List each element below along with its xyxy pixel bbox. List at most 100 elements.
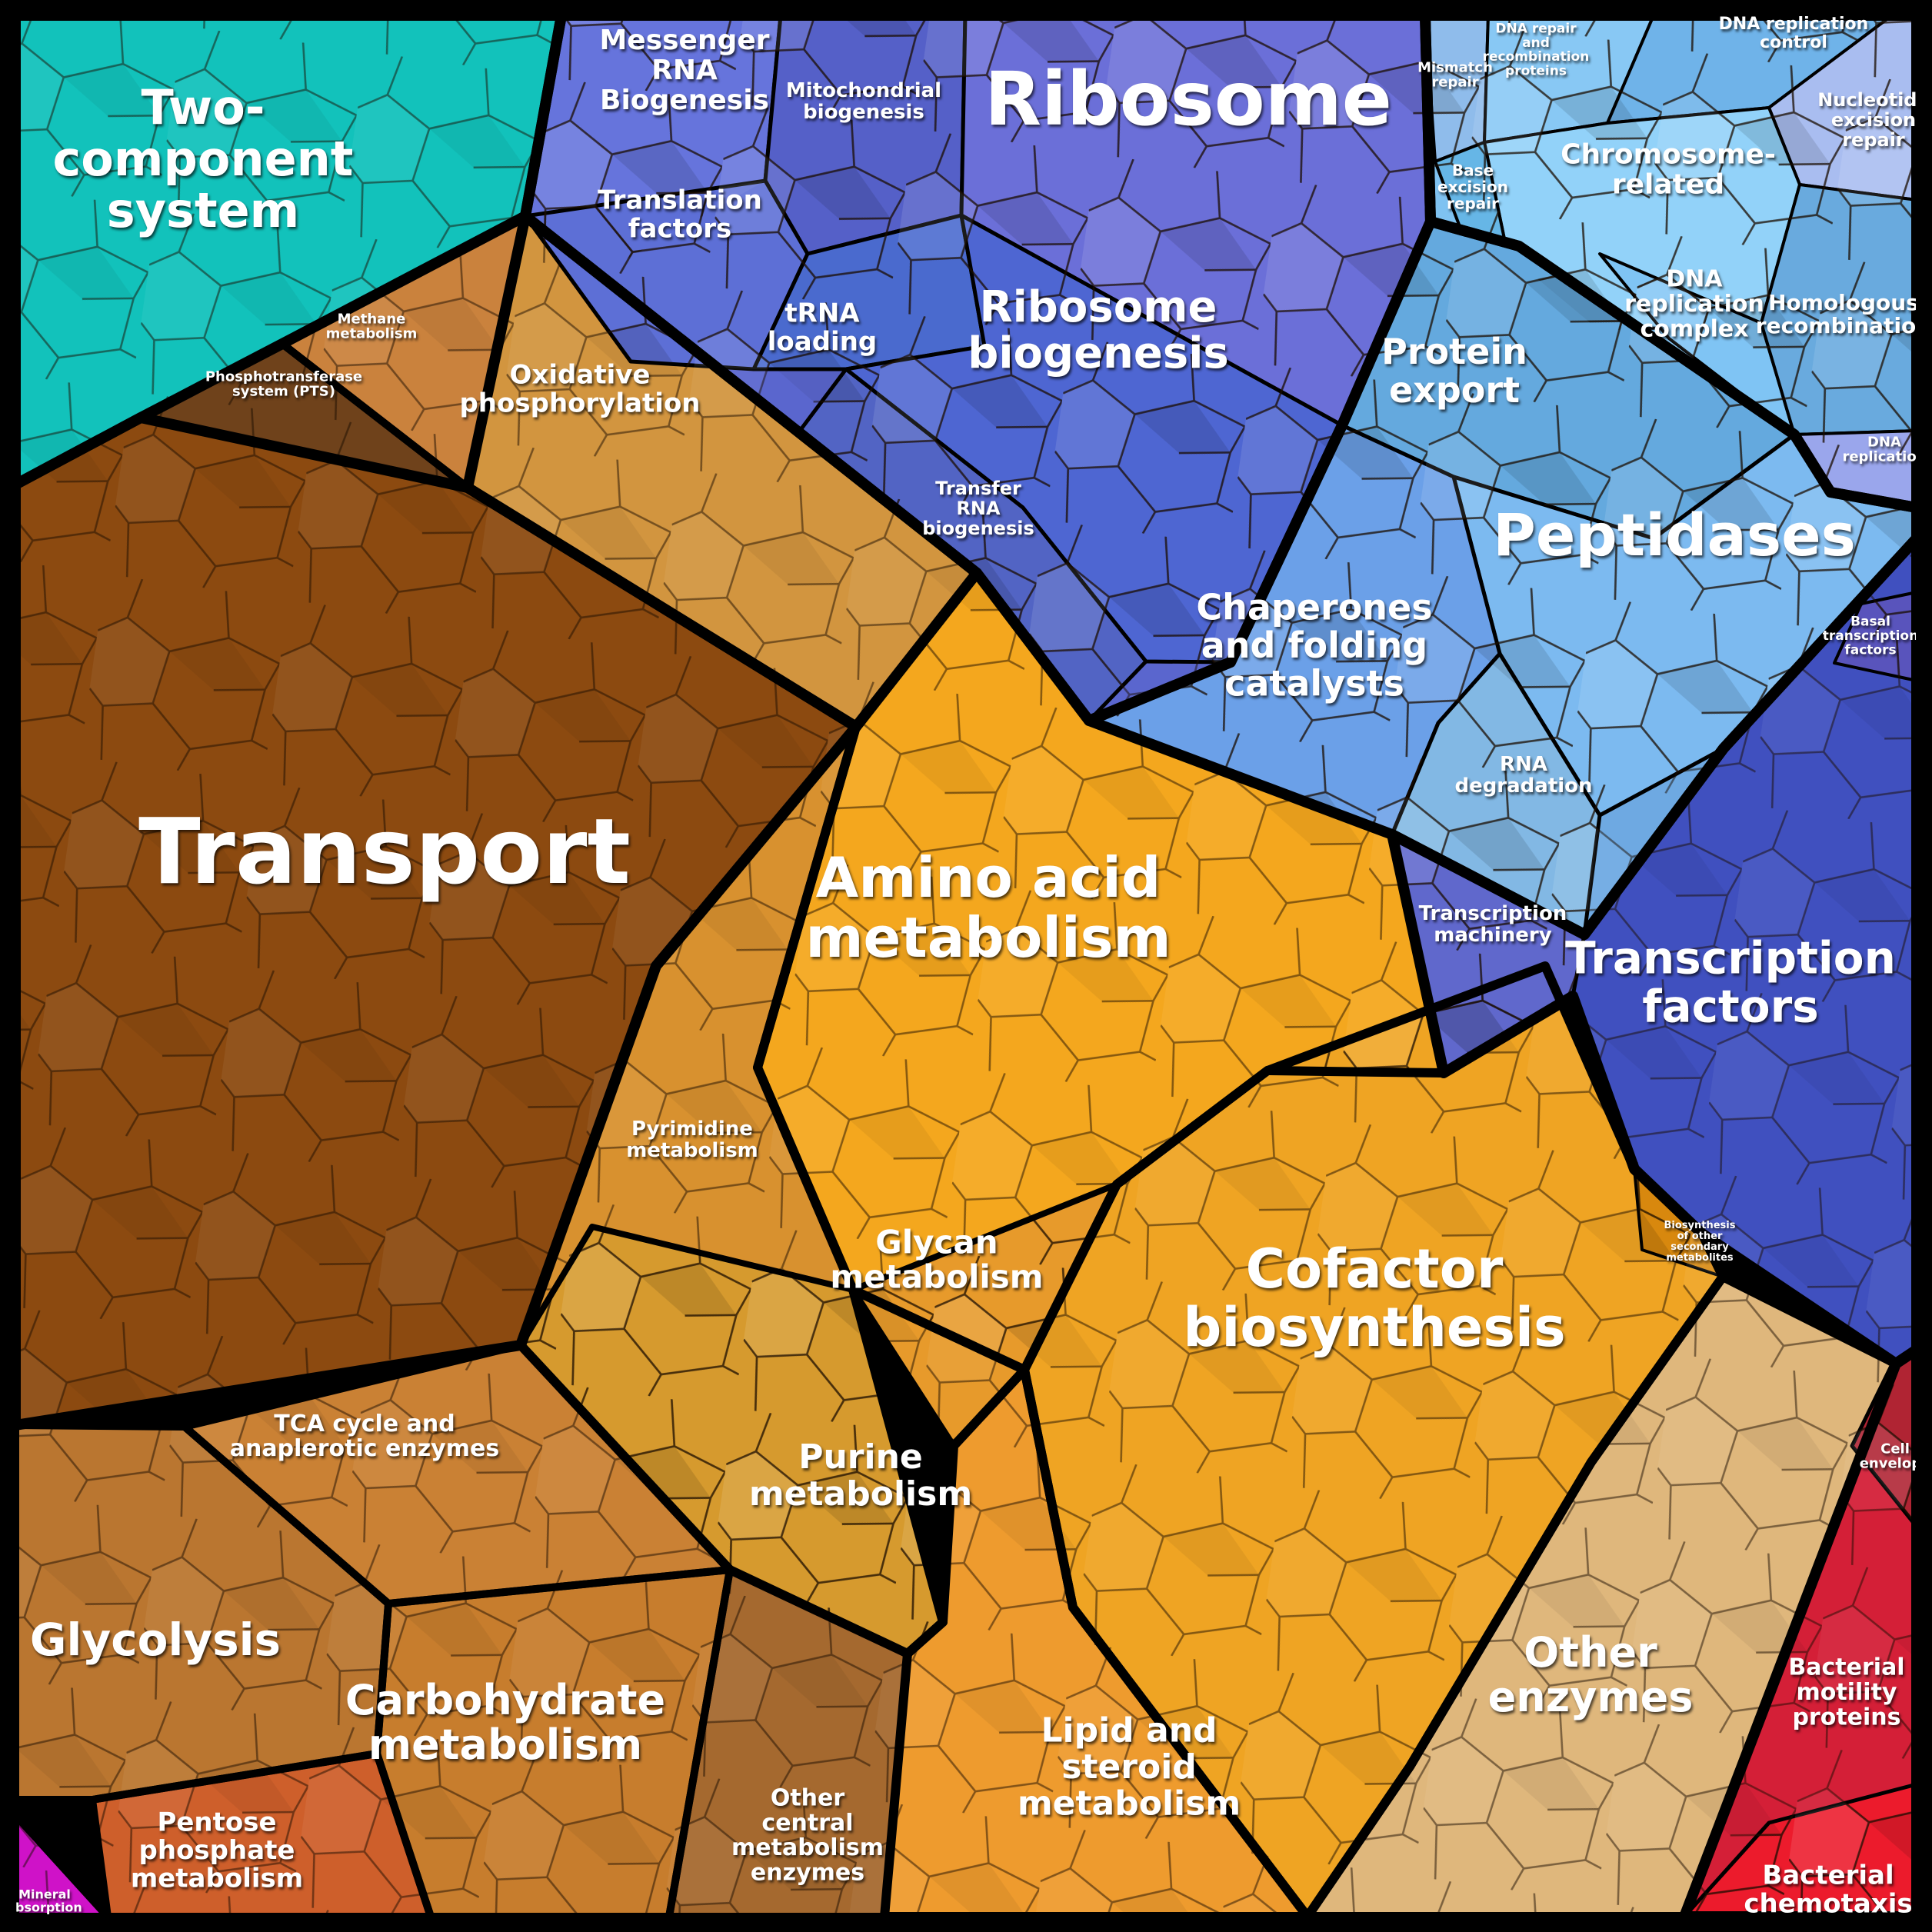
label-transcription-machinery: Transcription machinery bbox=[1419, 902, 1567, 947]
label-line: degradation bbox=[1454, 774, 1592, 798]
label-glycolysis: Glycolysis bbox=[30, 1614, 281, 1666]
label-line: Two- bbox=[141, 79, 265, 135]
label-line: metabolism bbox=[830, 1258, 1043, 1296]
label-line: replication bbox=[1842, 449, 1926, 465]
label-line: Mitochondrial bbox=[786, 79, 941, 102]
label-cell-envelope: Cell envelope bbox=[1860, 1441, 1931, 1471]
label-homologous-recombination: Homologous recombination bbox=[1756, 290, 1931, 338]
label-line: DNA repair bbox=[1495, 21, 1577, 36]
label-line: metabolism bbox=[731, 1834, 884, 1861]
label-line: RNA bbox=[956, 498, 1001, 519]
label-line: Messenger bbox=[599, 25, 769, 56]
label-line: and folding bbox=[1201, 625, 1428, 666]
label-line: catalysts bbox=[1224, 663, 1404, 705]
label-bacterial-motility-proteins: Bacterial motility proteins bbox=[1788, 1654, 1904, 1731]
label-purine-metabolism: Purine metabolism bbox=[749, 1437, 972, 1514]
label-line: chemotaxis bbox=[1744, 1888, 1912, 1919]
label-ribosome-biogenesis: Ribosome biogenesis bbox=[968, 282, 1229, 378]
label-line: metabolites bbox=[1666, 1252, 1734, 1264]
label-line: transcription bbox=[1823, 628, 1918, 644]
label-line: Amino acid bbox=[816, 845, 1161, 910]
label-line: Chaperones bbox=[1196, 586, 1432, 628]
label-line: Base bbox=[1452, 161, 1494, 179]
label-line: Glycan bbox=[875, 1223, 998, 1261]
label-line: machinery bbox=[1434, 924, 1551, 947]
label-line: TCA cycle and bbox=[274, 1411, 455, 1437]
label-line: Purine bbox=[798, 1437, 923, 1477]
label-line: metabolism bbox=[805, 905, 1171, 970]
label-line: export bbox=[1389, 369, 1520, 411]
label-carbohydrate-metabolism: Carbohydrate metabolism bbox=[345, 1676, 665, 1769]
label-transcription-factors: Transcription factors bbox=[1565, 932, 1896, 1033]
label-methane-metabolism: Methane metabolism bbox=[326, 311, 418, 341]
label-basal-transcription-factors: Basal transcription factors bbox=[1823, 615, 1918, 658]
label-line: recombination bbox=[1483, 49, 1590, 65]
label-line: secondary bbox=[1671, 1241, 1729, 1253]
label-line: Translation bbox=[598, 185, 762, 216]
label-line: repair bbox=[1842, 129, 1905, 151]
label-line: Other bbox=[771, 1784, 845, 1811]
label-two-component-system: Two-component system bbox=[53, 79, 354, 238]
label-line: envelope bbox=[1860, 1456, 1931, 1472]
label-line: phosphate bbox=[139, 1835, 295, 1866]
label-line: DNA bbox=[1867, 434, 1901, 450]
label-messenger-rna-biogenesis: Messenger RNA Biogenesis bbox=[599, 25, 769, 116]
label-line: biogenesis bbox=[922, 518, 1034, 539]
label-dna-replication: DNA replication bbox=[1842, 434, 1926, 465]
label-line: Transport bbox=[138, 798, 631, 904]
label-line: Lipid and bbox=[1041, 1710, 1217, 1750]
label-translation-factors: Translation factors bbox=[598, 185, 762, 245]
label-line: Basal bbox=[1850, 615, 1890, 630]
label-line: metabolism bbox=[749, 1474, 972, 1514]
label-mineral-absorption: Mineral absorption bbox=[7, 1887, 82, 1914]
label-ribosome: Ribosome bbox=[984, 56, 1392, 142]
label-line: and bbox=[1522, 35, 1550, 51]
label-line: factors bbox=[1844, 642, 1896, 658]
label-line: central bbox=[761, 1810, 853, 1837]
label-trna-loading: tRNA loading bbox=[768, 298, 878, 358]
label-line: Mineral bbox=[18, 1887, 71, 1901]
label-line: DNA replication bbox=[1719, 15, 1869, 34]
label-line: metabolism bbox=[626, 1139, 758, 1162]
label-line: Pentose bbox=[157, 1807, 276, 1837]
label-bacterial-chemotaxis: Bacterial chemotaxis bbox=[1744, 1860, 1912, 1920]
label-biosynthesis-of-other-secondary-metabolites: Biosynthesis of other secondary metabolites bbox=[1664, 1220, 1736, 1264]
label-line: Glycolysis bbox=[30, 1614, 281, 1666]
label-line: Bacterial bbox=[1788, 1654, 1904, 1681]
label-line: Carbohydrate bbox=[345, 1676, 665, 1724]
label-line: Transfer bbox=[935, 478, 1021, 499]
label-line: RNA bbox=[651, 55, 718, 86]
label-line: anaplerotic enzymes bbox=[230, 1435, 499, 1462]
label-line: factors bbox=[1642, 980, 1818, 1032]
label-line: system bbox=[107, 182, 300, 238]
label-line: metabolism bbox=[368, 1720, 642, 1769]
label-line: metabolism bbox=[131, 1864, 303, 1894]
label-line: metabolism bbox=[1018, 1784, 1241, 1824]
label-line: proteins bbox=[1792, 1704, 1900, 1730]
region-mitochondrial-biogenesis[interactable] bbox=[763, 13, 968, 256]
label-line: motility bbox=[1797, 1679, 1897, 1706]
label-line: loading bbox=[768, 326, 878, 357]
label-line: Pyrimidine bbox=[631, 1118, 753, 1141]
label-transport: Transport bbox=[138, 798, 631, 904]
label-protein-export: Protein export bbox=[1381, 331, 1527, 411]
label-line: system (PTS) bbox=[232, 384, 335, 400]
label-glycan-metabolism: Glycan metabolism bbox=[830, 1223, 1043, 1295]
label-pyrimidine-metabolism: Pyrimidine metabolism bbox=[626, 1118, 758, 1162]
label-line: Ribosome bbox=[984, 56, 1392, 142]
label-tca-cycle-and-anaplerotic-enzymes: TCA cycle and anaplerotic enzymes bbox=[230, 1411, 499, 1462]
label-line: Biogenesis bbox=[600, 85, 769, 116]
label-line: RNA bbox=[1500, 753, 1547, 776]
label-phosphotransferase-system-pts-: Phosphotransferase system (PTS) bbox=[205, 368, 362, 399]
label-lipid-and-steroid-metabolism: Lipid and steroid metabolism bbox=[1018, 1710, 1241, 1823]
label-line: recombination bbox=[1756, 313, 1931, 338]
label-line: biogenesis bbox=[803, 101, 924, 124]
label-dna-repair-and-recombination-proteins: DNA repair and recombination proteins bbox=[1483, 21, 1590, 78]
label-pentose-phosphate-metabolism: Pentose phosphate metabolism bbox=[131, 1807, 303, 1894]
label-oxidative-phosphorylation: Oxidative phosphorylation bbox=[459, 360, 700, 419]
label-chromosome-related: Chromosome-related bbox=[1561, 139, 1776, 201]
label-line: Cell bbox=[1880, 1441, 1910, 1457]
label-line: Ribosome bbox=[979, 282, 1217, 332]
